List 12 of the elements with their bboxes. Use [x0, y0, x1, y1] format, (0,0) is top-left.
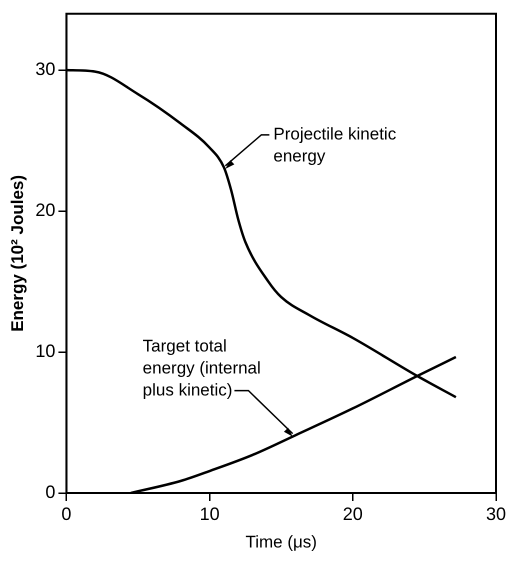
annotation: Projectile kinetic energy: [273, 124, 397, 166]
y-tick-label: 30: [35, 59, 56, 80]
x-axis-title: Time (μs): [245, 532, 317, 552]
annotation: Target total energy (internal plus kinetic): [142, 336, 261, 400]
x-tick-label: 0: [61, 504, 72, 524]
y-tick-label: 0: [45, 482, 56, 502]
y-tick-label: 20: [35, 200, 56, 220]
x-tick-label: 30: [486, 504, 506, 524]
x-tick-label: 20: [342, 504, 363, 524]
x-tick-label: 10: [200, 504, 220, 524]
y-axis-title: Energy (10² Joules): [8, 174, 27, 332]
y-tick-label: 10: [35, 341, 56, 362]
